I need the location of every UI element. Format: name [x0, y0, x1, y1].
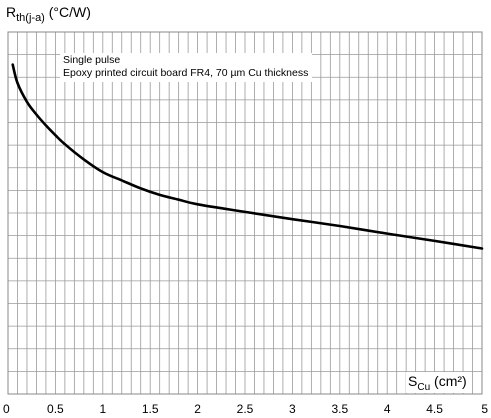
x-tick-label: 0: [3, 402, 10, 416]
x-tick-label: 1.5: [142, 402, 159, 416]
x-tick-label: 1: [99, 402, 106, 416]
plot-frame: [7, 31, 483, 395]
x-tick-labels: 0 0.5 1 1.5 2 2.5 3 3.5 4 4.5 5: [3, 402, 488, 416]
annotation-line-1: Single pulse: [63, 54, 121, 66]
x-tick-label: 4: [384, 402, 391, 416]
x-tick-label: 3.5: [331, 402, 348, 416]
series-line: [11, 63, 484, 250]
x-axis-label: SCu (cm²): [406, 372, 469, 393]
x-tick-label: 4.5: [426, 402, 443, 416]
x-tick-label: 2.5: [237, 402, 254, 416]
x-tick-label: 3: [289, 402, 296, 416]
x-tick-label: 0.5: [47, 402, 64, 416]
x-tick-label: 5: [481, 402, 488, 416]
annotation-box: Single pulse Epoxy printed circuit board…: [60, 53, 313, 82]
annotation-line-2: Epoxy printed circuit board FR4, 70 µm C…: [63, 67, 309, 79]
y-axis-label: Rth(j-a) (°C/W): [6, 4, 91, 24]
x-tick-label: 2: [194, 402, 201, 416]
